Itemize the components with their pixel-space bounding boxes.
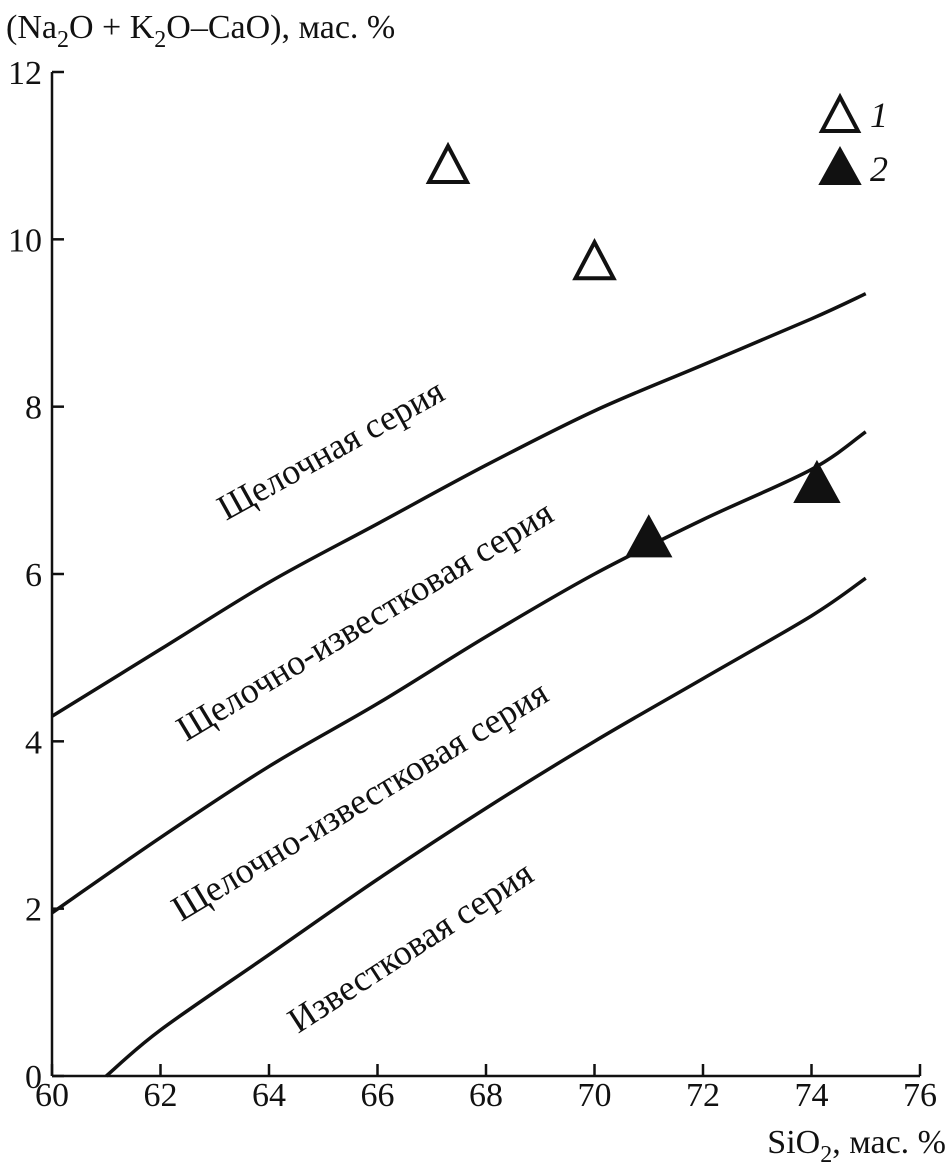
legend-label-1: 1 <box>870 95 888 135</box>
boundary-curve-2 <box>51 430 867 915</box>
y-tick-label: 2 <box>25 892 42 929</box>
y-tick-label: 12 <box>8 55 42 92</box>
y-tick-label: 10 <box>8 222 42 259</box>
y-tick-label: 4 <box>25 724 42 761</box>
legend-filled-triangle-icon <box>818 145 862 185</box>
x-tick-label: 76 <box>903 1077 937 1114</box>
legend-open-triangle-icon <box>818 92 862 133</box>
point-filled-triangle <box>625 514 673 558</box>
x-tick-label: 68 <box>469 1077 503 1114</box>
x-tick-label: 62 <box>144 1077 178 1114</box>
y-axis-title-subscript: 2 <box>57 27 69 53</box>
legend: 1 2 <box>818 92 888 189</box>
x-axis-title-part: , мас. % <box>832 1124 946 1161</box>
y-axis-title-subscript: 2 <box>154 27 166 53</box>
y-axis-title-part: (Na <box>6 9 57 46</box>
point-open-triangle <box>572 237 617 281</box>
x-tick-label: 74 <box>795 1077 829 1114</box>
point-open-triangle <box>425 141 471 185</box>
boundary-curves <box>51 292 867 1078</box>
y-tick-label: 6 <box>25 557 42 594</box>
x-axis-title-part: SiO <box>767 1124 820 1161</box>
legend-label-2: 2 <box>870 149 888 189</box>
boundary-curve-1 <box>51 292 867 718</box>
y-tick-label: 0 <box>25 1059 42 1096</box>
y-axis-title-part: O–CaO), мас. % <box>166 9 395 46</box>
point-filled-triangle <box>793 459 841 503</box>
y-tick-label: 8 <box>25 390 42 427</box>
x-tick-label: 64 <box>252 1077 286 1114</box>
x-tick-label: 72 <box>686 1077 720 1114</box>
x-axis-title: SiO2, мас. % <box>767 1124 946 1168</box>
boundary-curve-3 <box>105 576 867 1078</box>
region-label-calcic: Известковая серия <box>281 853 541 1041</box>
data-points <box>425 141 841 558</box>
y-axis-title-part: O + K <box>69 9 155 46</box>
x-tick-label: 60 <box>35 1077 69 1114</box>
x-tick-label: 66 <box>361 1077 395 1114</box>
y-axis-title: (Na2O + K2O–CaO), мас. % <box>6 9 395 53</box>
x-axis-title-subscript: 2 <box>820 1142 832 1168</box>
x-tick-label: 70 <box>578 1077 612 1114</box>
